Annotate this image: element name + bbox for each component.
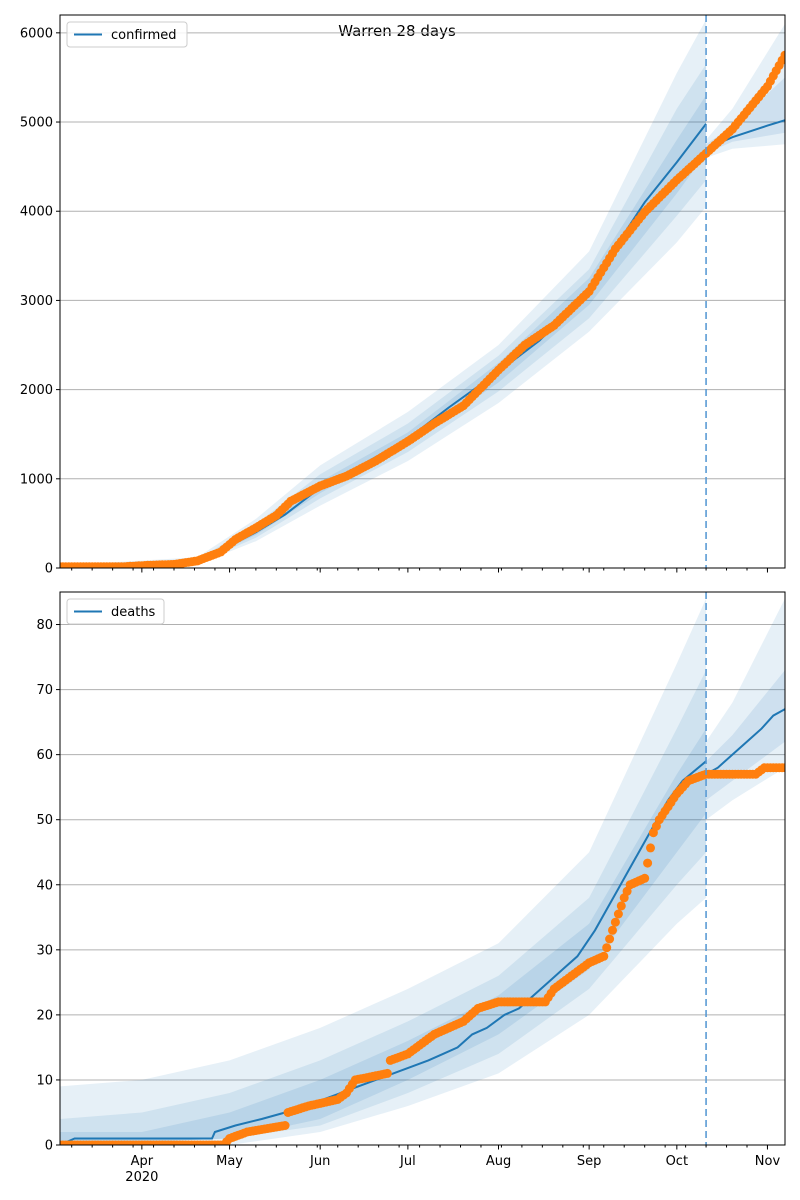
band-inner [60,728,707,1145]
observed-point [640,873,650,883]
observed-point [616,901,626,911]
y-tick-label: 0 [45,562,53,577]
x-tick-label: Apr [131,1154,154,1169]
band-middle [60,64,707,568]
observed-point [602,943,612,953]
x-tick-label: Oct [666,1154,688,1169]
figure-title: Warren 28 days [338,22,456,40]
y-tick-label: 70 [36,683,53,698]
observed-point [605,934,615,944]
y-tick-label: 10 [36,1073,53,1088]
observed-point [382,1068,392,1078]
plot-area [60,598,785,1145]
observed-point [643,858,653,868]
y-tick-label: 60 [36,748,53,763]
y-tick-label: 30 [36,943,53,958]
observed-point [610,917,620,927]
y-tick-label: 5000 [20,116,53,131]
observed-point [780,763,785,773]
x-tick-label: Aug [486,1154,511,1169]
y-tick-label: 4000 [20,205,53,220]
x-year-label: 2020 [125,1170,158,1185]
y-tick-label: 50 [36,813,53,828]
x-tick-label: Sep [577,1154,602,1169]
series-points-observed-deaths [60,763,785,1145]
x-tick-label: May [216,1154,243,1169]
band-middle [60,670,707,1145]
y-tick-label: 3000 [20,294,53,309]
axes-frame [59,591,786,1146]
confirmed-panel: 0 1000 2000 3000 4000 5000 6000 confirmed [20,14,786,577]
y-tick-label: 20 [36,1008,53,1023]
observed-point [608,925,617,935]
series-line-deaths [60,760,707,1145]
legend-box [66,598,165,625]
plot-area [60,19,785,568]
legend-label: confirmed [111,28,177,43]
y-tick-label: 1000 [20,472,53,487]
observed-point [599,951,609,961]
band-outer [60,598,707,1145]
y-tick-label: 80 [36,618,53,633]
series-points-observed [60,50,785,568]
x-tick-label: Nov [755,1154,781,1169]
observed-point [780,50,785,60]
x-tick-label: Jun [309,1154,330,1169]
observed-point [646,843,655,853]
y-tick-label: 2000 [20,383,53,398]
legend-label: deaths [111,605,156,620]
series-line-deaths-forecast [705,708,785,776]
y-tick-label: 40 [36,878,53,893]
legend-box [66,21,188,48]
axes-frame [59,14,786,569]
band-forecast-outer [706,23,785,158]
band-forecast-inner [706,670,785,801]
observed-point [613,909,623,919]
y-tick-label: 6000 [20,26,53,41]
observed-point [280,1121,290,1130]
y-tick-label: 0 [45,1139,53,1154]
x-tick-label: Jul [399,1154,416,1169]
